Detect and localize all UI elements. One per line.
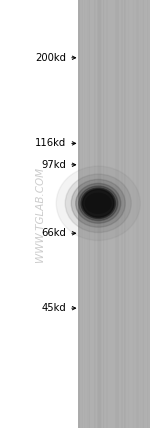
- Bar: [133, 0, 134, 428]
- Text: WWW.TGLAB.COM: WWW.TGLAB.COM: [36, 166, 45, 262]
- Text: 66kd: 66kd: [41, 228, 66, 238]
- Bar: [117, 0, 119, 428]
- Bar: [115, 0, 116, 428]
- Ellipse shape: [85, 193, 111, 213]
- Bar: [143, 0, 144, 428]
- Ellipse shape: [56, 166, 140, 241]
- Bar: [142, 0, 144, 428]
- Bar: [100, 0, 101, 428]
- Bar: [103, 0, 104, 428]
- Bar: [140, 0, 141, 428]
- Bar: [121, 0, 122, 428]
- Ellipse shape: [79, 186, 118, 220]
- Bar: [94, 0, 96, 428]
- Bar: [83, 0, 84, 428]
- Text: 45kd: 45kd: [41, 303, 66, 313]
- Bar: [88, 0, 90, 428]
- Bar: [138, 0, 139, 428]
- Bar: [100, 0, 101, 428]
- Bar: [94, 0, 95, 428]
- Bar: [136, 0, 137, 428]
- Bar: [97, 0, 98, 428]
- Bar: [78, 0, 80, 428]
- Text: 200kd: 200kd: [35, 53, 66, 63]
- Bar: [125, 0, 126, 428]
- Bar: [143, 0, 144, 428]
- Bar: [105, 0, 106, 428]
- Bar: [82, 0, 83, 428]
- Bar: [101, 0, 103, 428]
- Bar: [78, 0, 80, 428]
- Bar: [81, 0, 82, 428]
- Bar: [128, 0, 129, 428]
- Bar: [130, 0, 132, 428]
- Ellipse shape: [65, 174, 131, 232]
- Bar: [106, 0, 108, 428]
- Bar: [125, 0, 126, 428]
- Bar: [147, 0, 148, 428]
- Bar: [87, 0, 88, 428]
- Bar: [116, 0, 117, 428]
- Ellipse shape: [71, 179, 125, 227]
- Bar: [115, 0, 116, 428]
- Bar: [78, 0, 80, 428]
- Bar: [146, 0, 147, 428]
- Ellipse shape: [81, 188, 116, 219]
- Bar: [136, 0, 138, 428]
- Bar: [111, 0, 112, 428]
- Bar: [126, 0, 127, 428]
- Ellipse shape: [76, 183, 121, 223]
- Bar: [100, 0, 102, 428]
- Bar: [84, 0, 85, 428]
- Bar: [97, 0, 98, 428]
- Bar: [98, 0, 100, 428]
- Bar: [105, 0, 106, 428]
- Bar: [89, 0, 90, 428]
- Bar: [124, 0, 125, 428]
- Text: 116kd: 116kd: [35, 138, 66, 149]
- Bar: [84, 0, 85, 428]
- Bar: [83, 0, 85, 428]
- Bar: [80, 0, 81, 428]
- Text: 97kd: 97kd: [41, 160, 66, 170]
- Bar: [122, 0, 123, 428]
- Bar: [98, 0, 99, 428]
- Bar: [99, 0, 100, 428]
- Bar: [145, 0, 146, 428]
- Bar: [97, 0, 99, 428]
- Ellipse shape: [82, 189, 114, 217]
- Bar: [78, 0, 150, 428]
- Bar: [121, 0, 122, 428]
